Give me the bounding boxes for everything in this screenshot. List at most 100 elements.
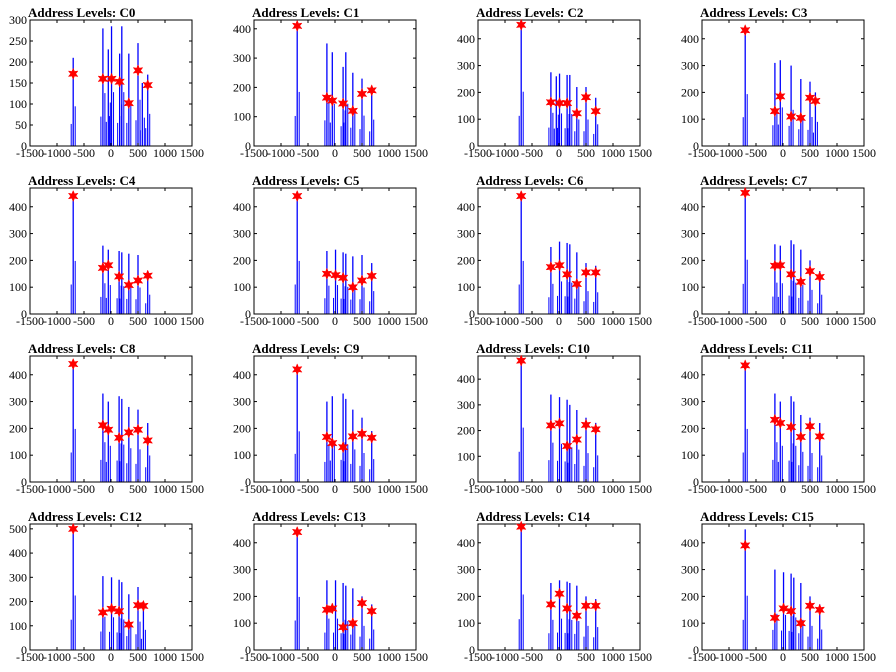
y-tick-label: 400 bbox=[681, 536, 699, 550]
peak-marker bbox=[337, 440, 349, 454]
x-tick-label: -1000 bbox=[491, 314, 519, 328]
peak-marker bbox=[291, 189, 303, 203]
subplot-c5: Address Levels: C5 0 100 200 300 400 -1500 -100… bbox=[233, 173, 428, 328]
x-tick-label: -500 bbox=[297, 314, 319, 328]
axes-frame bbox=[701, 187, 865, 315]
peak-marker bbox=[739, 359, 751, 372]
x-tick-label: 500 bbox=[801, 146, 819, 160]
y-tick-label: 100 bbox=[233, 280, 251, 294]
peak-marker bbox=[545, 419, 557, 432]
peak-marker bbox=[804, 91, 816, 104]
x-tick-label: 500 bbox=[577, 482, 595, 496]
peak-marker bbox=[326, 94, 338, 107]
x-tick-label: 500 bbox=[129, 482, 147, 496]
peak-marker bbox=[123, 618, 135, 631]
x-tick-label: 1000 bbox=[601, 482, 625, 496]
peak-marker bbox=[97, 606, 109, 619]
peak-marker bbox=[366, 269, 378, 283]
y-tick-label: 400 bbox=[457, 32, 475, 46]
x-tick-label: -1500 bbox=[688, 146, 716, 160]
peak-marker bbox=[67, 189, 79, 203]
y-tick-label: 0 bbox=[469, 307, 475, 321]
peak-marker bbox=[769, 611, 781, 625]
x-tick-label: -1000 bbox=[43, 146, 71, 160]
y-tick-label: 200 bbox=[681, 253, 699, 267]
x-tick-label: 1500 bbox=[628, 482, 652, 496]
x-tick-label: -1500 bbox=[688, 314, 716, 328]
x-tick-label: 1500 bbox=[852, 650, 876, 664]
x-tick-label: 1000 bbox=[377, 650, 401, 664]
y-tick-label: 0 bbox=[21, 139, 27, 153]
y-tick-label: 100 bbox=[457, 280, 475, 294]
y-tick-label: 0 bbox=[469, 475, 475, 489]
peak-marker bbox=[102, 259, 114, 272]
x-tick-label: 500 bbox=[129, 650, 147, 664]
peak-marker bbox=[356, 596, 368, 610]
x-tick-label: -500 bbox=[521, 146, 543, 160]
subplot-c3: Address Levels: C3 0 100 200 300 400 -1500 -100… bbox=[681, 5, 876, 160]
y-tick-label: 0 bbox=[21, 307, 27, 321]
y-tick-label: 400 bbox=[457, 200, 475, 214]
x-tick-label: 1500 bbox=[852, 314, 876, 328]
peak-marker bbox=[356, 87, 368, 101]
x-tick-label: -500 bbox=[745, 314, 767, 328]
peak-marker bbox=[102, 423, 114, 436]
x-tick-label: -1000 bbox=[491, 146, 519, 160]
peak-marker bbox=[97, 418, 109, 432]
peak-marker bbox=[571, 277, 583, 291]
x-tick-label: 1000 bbox=[601, 146, 625, 160]
x-tick-label: -500 bbox=[745, 146, 767, 160]
x-tick-label: 500 bbox=[577, 314, 595, 328]
peak-marker bbox=[366, 431, 378, 444]
peak-marker bbox=[814, 270, 826, 284]
y-tick-label: 400 bbox=[233, 536, 251, 550]
peak-marker bbox=[123, 278, 135, 292]
subplot-c6: Address Levels: C6 0 100 200 300 400 -1500 -100… bbox=[457, 173, 652, 328]
y-tick-label: 200 bbox=[9, 253, 27, 267]
x-tick-label: 1500 bbox=[180, 146, 204, 160]
peak-marker bbox=[795, 430, 807, 444]
y-tick-label: 400 bbox=[233, 200, 251, 214]
peak-marker bbox=[132, 423, 144, 436]
y-tick-label: 500 bbox=[9, 522, 27, 536]
subplot-title: Address Levels: C4 bbox=[28, 173, 136, 188]
peak-marker bbox=[123, 426, 135, 439]
peak-marker bbox=[347, 617, 359, 630]
peak-marker bbox=[545, 96, 557, 109]
subplot-title: Address Levels: C2 bbox=[476, 5, 583, 20]
x-tick-label: 1500 bbox=[404, 314, 428, 328]
peak-marker bbox=[321, 430, 333, 444]
y-tick-label: 100 bbox=[681, 280, 699, 294]
y-tick-label: 0 bbox=[693, 307, 699, 321]
y-tick-label: 300 bbox=[233, 563, 251, 577]
y-tick-label: 300 bbox=[233, 395, 251, 409]
x-tick-label: -1500 bbox=[240, 146, 268, 160]
y-tick-label: 200 bbox=[457, 253, 475, 267]
y-tick-label: 150 bbox=[9, 76, 27, 90]
x-tick-label: 500 bbox=[577, 146, 595, 160]
y-tick-label: 100 bbox=[9, 97, 27, 111]
x-tick-label: 0 bbox=[780, 650, 786, 664]
x-tick-label: 0 bbox=[332, 314, 338, 328]
y-tick-label: 300 bbox=[233, 51, 251, 65]
peak-marker bbox=[347, 104, 359, 118]
x-tick-label: 1000 bbox=[825, 482, 849, 496]
subplot-c9: Address Levels: C9 0 100 200 300 400 -1500 -100… bbox=[233, 341, 428, 496]
x-tick-label: -500 bbox=[745, 482, 767, 496]
peak-marker bbox=[291, 19, 303, 33]
subplot-c8: Address Levels: C8 0 100 200 300 400 -1500 -100… bbox=[9, 341, 204, 496]
x-tick-label: 0 bbox=[780, 146, 786, 160]
x-tick-label: 500 bbox=[129, 146, 147, 160]
y-tick-label: 300 bbox=[457, 563, 475, 577]
x-tick-label: -500 bbox=[745, 650, 767, 664]
y-tick-label: 200 bbox=[457, 424, 475, 438]
y-tick-label: 100 bbox=[233, 110, 251, 124]
y-tick-label: 50 bbox=[15, 118, 27, 132]
x-tick-label: 1500 bbox=[180, 314, 204, 328]
y-tick-label: 100 bbox=[9, 448, 27, 462]
y-tick-label: 100 bbox=[457, 616, 475, 630]
y-tick-label: 200 bbox=[681, 589, 699, 603]
subplot-c2: Address Levels: C2 0 100 200 300 400 -1500 -100… bbox=[457, 5, 652, 160]
x-tick-label: 1500 bbox=[628, 146, 652, 160]
